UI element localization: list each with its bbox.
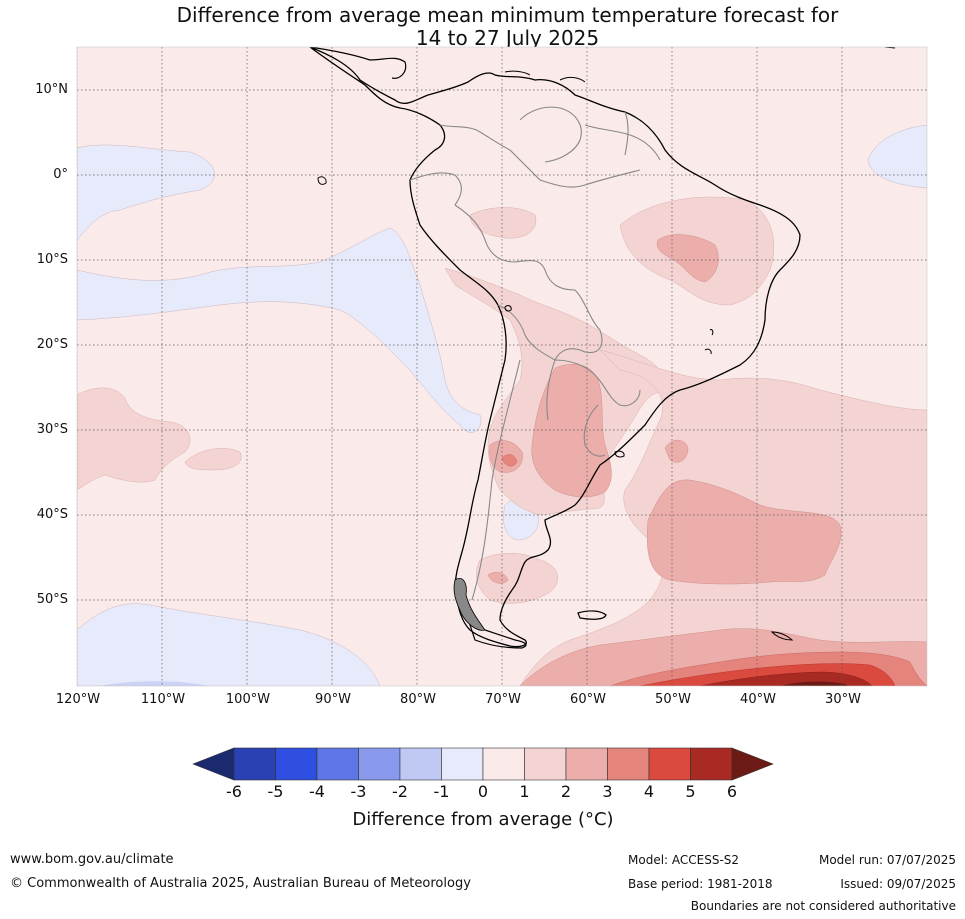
- map-title-line1: Difference from average mean minimum tem…: [176, 3, 839, 27]
- footer-copyright: © Commonwealth of Australia 2025, Austra…: [10, 876, 471, 891]
- southern-chile-archipelago: [453, 578, 486, 631]
- colorbar-tick-3: 3: [602, 782, 613, 801]
- lon-label-80w: 80°W: [400, 692, 436, 707]
- pantanal-lakes: [704, 329, 714, 355]
- colorbar-swatch-3-4: [607, 747, 650, 781]
- colorbar-swatch-m3-m2: [358, 747, 401, 781]
- anomaly-cool-pacific-band: [77, 227, 482, 433]
- anomaly-2-3-uruguay: [664, 439, 689, 463]
- colorbar-swatch-0-1: [482, 747, 525, 781]
- anomaly-2-3-brazil: [656, 234, 719, 283]
- lon-label-70w: 70°W: [485, 692, 521, 707]
- colorbar-tick-m2: -2: [392, 782, 408, 801]
- lon-label-30w: 30°W: [825, 692, 861, 707]
- colorbar-tick-0: 0: [477, 782, 489, 801]
- lat-label-50s: 50°S: [36, 592, 68, 607]
- footer-url: www.bom.gov.au/climate: [10, 852, 174, 867]
- anomaly-1-2-southern-chile: [476, 553, 558, 604]
- footer-issued: Issued: 09/07/2025: [840, 877, 956, 891]
- colorbar-tick-2: 2: [560, 782, 572, 801]
- graticule: [77, 47, 927, 686]
- lat-label-10n: 10°N: [35, 82, 68, 97]
- colorbar-tick-5: 5: [685, 782, 696, 801]
- lon-label-40w: 40°W: [740, 692, 776, 707]
- lon-label-100w: 100°W: [225, 692, 271, 707]
- map-plot-area: [77, 47, 927, 686]
- map-title: Difference from average mean minimum tem…: [0, 4, 965, 50]
- colorbar-tick-6: 6: [726, 782, 738, 801]
- footer-model-run: Model run: 07/07/2025: [818, 853, 956, 867]
- anomaly-above-6-southern-ocean: [780, 681, 848, 686]
- anomaly-2-3-argentina: [531, 364, 612, 498]
- lon-label-90w: 90°W: [315, 692, 351, 707]
- lon-label-120w: 120°W: [55, 692, 101, 707]
- colorbar-label: Difference from average (°C): [352, 809, 614, 830]
- lagoa-dos-patos: [614, 450, 625, 458]
- lake-titicaca: [504, 305, 512, 312]
- lat-label-30s: 30°S: [36, 422, 68, 437]
- colorbar-swatch-m6-m5: [233, 747, 276, 781]
- colorbar-swatch-m5-m4: [275, 747, 318, 781]
- map-title-line2: 14 to 27 July 2025: [415, 26, 600, 50]
- south-georgia: [770, 631, 794, 641]
- colorbar-tick-m5: -5: [267, 782, 284, 801]
- footer-model: Model: ACCESS-S2: [628, 853, 740, 867]
- galapagos-islands: [317, 176, 327, 185]
- footer-boundaries-note: Boundaries are not considered authoritat…: [690, 899, 956, 913]
- tierra-del-fuego: [469, 624, 527, 649]
- lon-label-60w: 60°W: [570, 692, 606, 707]
- lat-label-equator: 0°: [53, 167, 68, 182]
- colorbar-tick-1: 1: [519, 782, 530, 801]
- anomaly-cool-eastern-pacific: [77, 144, 215, 241]
- colorbar-swatch-2-3: [565, 747, 608, 781]
- anomaly-1-2-pacific-small: [184, 448, 242, 471]
- colorbar-swatch-5-6: [690, 747, 733, 781]
- falkland-islands: [577, 610, 607, 620]
- anomaly-cool-atlantic-equator: [867, 124, 927, 189]
- map-frame: [76, 46, 928, 687]
- anomaly-3-4-central-chile: [501, 454, 518, 467]
- colorbar-tick-m6: -6: [226, 782, 242, 801]
- anomaly-cool-southwest-corner: [100, 681, 210, 686]
- colorbar-swatch-m1-0: [441, 747, 484, 781]
- anomaly-2-3-south-chile: [487, 572, 509, 584]
- colorbar: [192, 747, 774, 781]
- lat-label-40s: 40°S: [36, 507, 68, 522]
- lat-label-20s: 20°S: [36, 337, 68, 352]
- south-america-coastline: [309, 47, 801, 648]
- colorbar-extend-low: [192, 747, 235, 781]
- lon-label-50w: 50°W: [655, 692, 691, 707]
- anomaly-2-3-south-atlantic: [647, 479, 842, 585]
- footer-base-period: Base period: 1981-2018: [628, 877, 773, 891]
- colorbar-swatch-1-2: [524, 747, 567, 781]
- colorbar-tick-m3: -3: [350, 782, 367, 801]
- colorbar-swatch-m2-m1: [399, 747, 442, 781]
- central-america-coastline: [309, 47, 407, 79]
- colorbar-swatch-m4-m3: [316, 747, 359, 781]
- country-borders: [409, 106, 661, 601]
- colorbar-extend-high: [731, 747, 774, 781]
- colorbar-tick-m4: -4: [309, 782, 325, 801]
- colorbar-swatch-4-5: [648, 747, 691, 781]
- anomaly-cool-southeast-pacific: [77, 603, 381, 686]
- lon-label-110w: 110°W: [140, 692, 186, 707]
- colorbar-tick-4: 4: [643, 782, 655, 801]
- lat-label-10s: 10°S: [36, 252, 68, 267]
- colorbar-tick-m1: -1: [433, 782, 450, 801]
